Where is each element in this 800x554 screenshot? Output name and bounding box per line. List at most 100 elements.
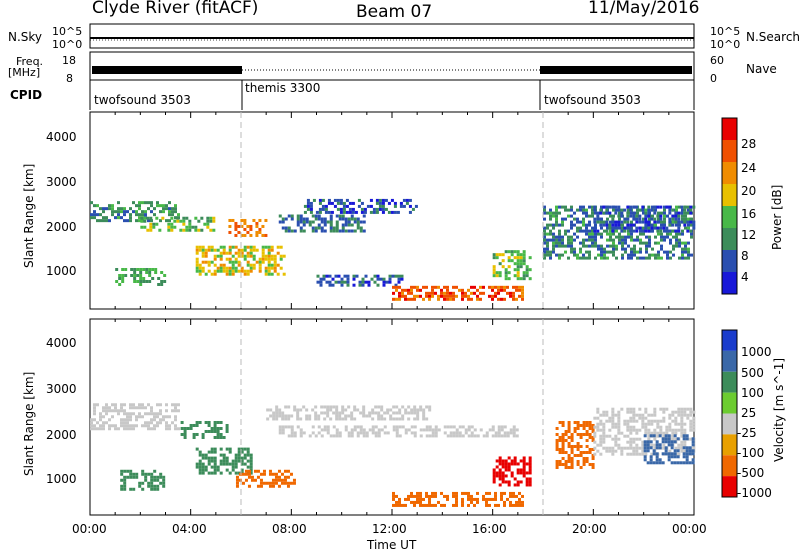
heatmap-cell	[336, 207, 340, 211]
heatmap-cell	[683, 413, 687, 417]
heatmap-cell	[504, 250, 508, 254]
heatmap-cell	[165, 207, 168, 211]
heatmap-cell	[293, 229, 297, 233]
heatmap-cell	[558, 241, 561, 245]
heatmap-cell	[168, 213, 171, 217]
heatmap-cell	[240, 462, 244, 466]
heatmap-cell	[185, 216, 189, 220]
heatmap-cell	[159, 403, 162, 407]
heatmap-cell	[225, 468, 229, 472]
heatmap-cell	[225, 447, 229, 451]
heatmap-cell	[555, 441, 559, 445]
heatmap-cell	[585, 423, 589, 427]
heatmap-cell	[395, 285, 398, 289]
heatmap-cell	[632, 440, 636, 444]
heatmap-cell	[668, 211, 672, 215]
heatmap-cell	[228, 450, 232, 454]
heatmap-cell	[380, 408, 384, 412]
heatmap-cell	[216, 266, 220, 270]
heatmap-cell	[135, 415, 138, 419]
heatmap-cell	[522, 274, 526, 278]
heatmap-cell	[504, 462, 508, 466]
heatmap-cell	[133, 267, 137, 271]
heatmap-cell	[93, 427, 96, 431]
heatmap-cell	[605, 410, 609, 414]
heatmap-cell	[687, 211, 690, 215]
heatmap-cell	[341, 417, 345, 421]
heatmap-cell	[561, 441, 565, 445]
heatmap-cell	[591, 241, 594, 245]
heatmap-cell	[360, 207, 364, 211]
heatmap-cell	[608, 419, 612, 423]
heatmap-cell	[165, 219, 168, 223]
heatmap-cell	[665, 431, 669, 435]
heatmap-cell	[410, 288, 413, 292]
heatmap-cell	[495, 459, 499, 463]
heatmap-cell	[503, 425, 507, 429]
heatmap-cell	[632, 211, 636, 215]
heatmap-cell	[413, 500, 416, 504]
heatmap-cell	[350, 229, 354, 233]
velocity-ytick-1000: 1000	[46, 472, 77, 486]
heatmap-cell	[506, 431, 510, 435]
heatmap-cell	[635, 205, 639, 209]
heatmap-cell	[492, 253, 496, 257]
heatmap-cell	[234, 224, 238, 228]
heatmap-cell	[516, 471, 520, 475]
heatmap-cell	[662, 416, 666, 420]
heatmap-cell	[240, 459, 244, 463]
heatmap-cell	[129, 216, 132, 220]
heatmap-cell	[579, 229, 582, 233]
heatmap-cell	[684, 256, 687, 260]
heatmap-cell	[280, 481, 284, 485]
heatmap-cell	[267, 251, 271, 255]
heatmap-cell	[672, 220, 675, 224]
heatmap-cell	[111, 403, 114, 407]
heatmap-cell	[174, 418, 177, 422]
heatmap-cell	[274, 472, 278, 476]
heatmap-cell	[522, 259, 526, 263]
heatmap-cell	[614, 205, 618, 209]
heatmap-cell	[243, 456, 247, 460]
heatmap-cell	[204, 456, 208, 460]
heatmap-cell	[240, 468, 244, 472]
heatmap-cell	[183, 432, 187, 436]
heatmap-cell	[156, 415, 159, 419]
heatmap-cell	[118, 282, 122, 286]
heatmap-cell	[522, 474, 526, 478]
heatmap-cell	[612, 250, 615, 254]
heatmap-cell	[680, 446, 684, 450]
heatmap-cell	[425, 294, 428, 298]
heatmap-cell	[464, 291, 467, 295]
heatmap-cell	[277, 478, 281, 482]
heatmap-cell	[151, 276, 155, 280]
heatmap-cell	[659, 419, 663, 423]
heatmap-cell	[632, 229, 636, 233]
heatmap-cell	[688, 446, 692, 450]
heatmap-cell	[216, 468, 220, 472]
heatmap-cell	[129, 424, 132, 428]
heatmap-cell	[347, 217, 351, 221]
heatmap-cell	[258, 227, 262, 231]
heatmap-cell	[139, 273, 143, 277]
heatmap-cell	[612, 232, 615, 236]
heatmap-cell	[611, 425, 615, 429]
heatmap-cell	[212, 219, 216, 223]
heatmap-cell	[643, 458, 647, 462]
heatmap-cell	[522, 468, 526, 472]
heatmap-cell	[585, 444, 589, 448]
heatmap-cell	[198, 465, 202, 469]
heatmap-cell	[476, 434, 480, 438]
heatmap-cell	[159, 421, 162, 425]
heatmap-cell	[222, 266, 226, 270]
heatmap-cell	[692, 422, 696, 426]
heatmap-cell	[425, 405, 429, 409]
heatmap-cell	[129, 213, 132, 217]
heatmap-cell	[309, 201, 313, 205]
heatmap-cell	[525, 477, 529, 481]
heatmap-cell	[243, 227, 247, 231]
heatmap-cell	[408, 204, 412, 208]
heatmap-cell	[668, 220, 672, 224]
colorbar-segment	[722, 272, 737, 294]
